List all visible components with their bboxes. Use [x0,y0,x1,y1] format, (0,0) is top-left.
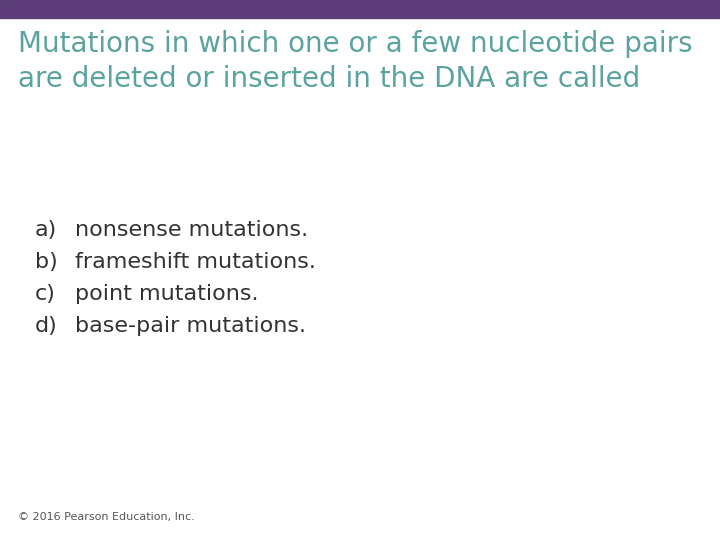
Bar [0,0,720,18]
Text: frameshift mutations.: frameshift mutations. [75,252,316,272]
Text: a): a) [35,220,58,240]
Text: Mutations in which one or a few nucleotide pairs
are deleted or inserted in the : Mutations in which one or a few nucleoti… [18,30,693,92]
Text: b): b) [35,252,58,272]
Text: d): d) [35,316,58,336]
Text: point mutations.: point mutations. [75,284,258,304]
Text: nonsense mutations.: nonsense mutations. [75,220,308,240]
Text: © 2016 Pearson Education, Inc.: © 2016 Pearson Education, Inc. [18,512,194,522]
Text: base-pair mutations.: base-pair mutations. [75,316,306,336]
Text: c): c) [35,284,56,304]
